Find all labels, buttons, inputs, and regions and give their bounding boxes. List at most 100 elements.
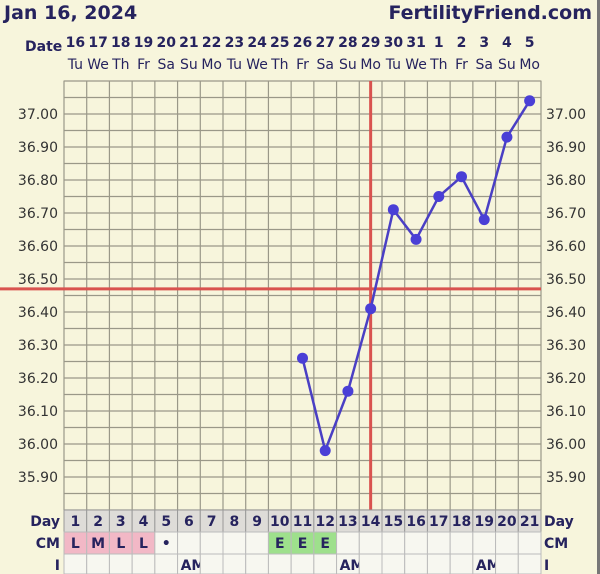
y-tick-left: 36.60 (18, 239, 58, 255)
date-tick: 22 (202, 35, 221, 51)
cm-value: E (320, 536, 330, 552)
weekday-tick: Tu (67, 57, 83, 73)
y-tick-left: 36.90 (18, 140, 58, 156)
cm-cell (517, 531, 542, 555)
date-tick: 21 (179, 35, 198, 51)
i-cell (290, 553, 315, 574)
weekday-tick: Su (498, 57, 516, 73)
i-cell (404, 553, 428, 574)
day-number: 20 (497, 514, 517, 530)
day-number: 18 (452, 514, 471, 530)
weekday-tick: Th (429, 57, 447, 73)
day-number: 5 (161, 514, 171, 530)
y-tick-right: 37.00 (546, 107, 586, 123)
cm-cell (404, 531, 428, 555)
day-number: 21 (520, 514, 539, 530)
cm-cell (449, 531, 474, 555)
i-cell (426, 553, 451, 574)
day-number: 6 (184, 514, 194, 530)
date-tick: 23 (225, 35, 244, 51)
cm-cell (495, 531, 519, 555)
y-tick-right: 35.90 (546, 470, 586, 486)
cm-value: L (139, 536, 148, 552)
date-tick: 26 (293, 35, 312, 51)
temperature-point (319, 445, 331, 457)
y-tick-right: 36.70 (546, 206, 586, 222)
y-tick-right: 36.90 (546, 140, 586, 156)
cm-cell (472, 531, 497, 555)
day-number: 17 (429, 514, 448, 530)
i-cell (131, 553, 156, 574)
i-value: AM (340, 558, 365, 574)
weekday-tick: Fr (296, 57, 309, 73)
day-number: 14 (361, 514, 381, 530)
cm-cell (245, 531, 269, 555)
i-cell (449, 553, 474, 574)
date-tick: 17 (88, 35, 107, 51)
weekday-tick: Fr (137, 57, 150, 73)
i-cell (495, 553, 519, 574)
day-number: 1 (70, 514, 80, 530)
date-tick: 29 (361, 35, 380, 51)
day-number: 10 (270, 514, 290, 530)
date-tick: 24 (247, 35, 267, 51)
day-number: 9 (252, 514, 262, 530)
cm-value: M (91, 536, 105, 552)
scrollbar[interactable] (597, 0, 600, 574)
i-cell (517, 553, 542, 574)
i-row-label: I (55, 558, 60, 574)
i-cell (222, 553, 247, 574)
weekday-tick: Tu (226, 57, 242, 73)
temperature-point (342, 385, 354, 397)
date-tick: 4 (502, 35, 512, 51)
y-tick-right: 36.00 (546, 437, 586, 453)
temperature-point (456, 171, 467, 183)
y-tick-right: 36.40 (546, 305, 586, 321)
temperature-point (297, 352, 308, 364)
i-cell (86, 553, 110, 574)
y-tick-left: 36.00 (18, 437, 58, 453)
brand-logo[interactable]: FertilityFriend.com (388, 2, 592, 24)
day-number: 7 (207, 514, 217, 530)
date-tick: 16 (66, 35, 85, 51)
day-number: 8 (229, 514, 239, 530)
temperature-point (524, 95, 536, 107)
date-tick: 18 (111, 35, 130, 51)
i-row-label-right: I (544, 558, 549, 574)
day-number: 16 (406, 514, 425, 530)
y-tick-right: 36.80 (546, 173, 586, 189)
i-cell (245, 553, 269, 574)
temperature-point (478, 214, 490, 226)
weekday-tick: We (87, 57, 109, 73)
i-cell (63, 553, 88, 574)
day-row-label-right: Day (544, 514, 574, 530)
y-tick-left: 36.50 (18, 272, 58, 288)
chart-date: Jan 16, 2024 (4, 2, 138, 24)
temperature-point (387, 204, 399, 216)
i-cell (267, 553, 292, 574)
y-tick-left: 36.30 (18, 338, 58, 354)
y-tick-left: 36.20 (18, 371, 58, 387)
cm-row-label: CM (36, 536, 60, 552)
cm-cell (199, 531, 224, 555)
i-value: AM (476, 558, 501, 574)
y-tick-left: 36.40 (18, 305, 58, 321)
cm-cell (358, 531, 383, 555)
date-label: Date (25, 39, 62, 55)
date-tick: 30 (384, 35, 404, 51)
i-cell (154, 553, 179, 574)
cm-value: E (298, 536, 308, 552)
y-tick-right: 36.30 (546, 338, 586, 354)
y-tick-right: 36.50 (546, 272, 586, 288)
cm-value: L (116, 536, 125, 552)
i-cell (199, 553, 224, 574)
weekday-tick: Th (270, 57, 288, 73)
day-number: 4 (139, 514, 149, 530)
weekday-tick: Mo (360, 57, 381, 73)
cm-value: • (162, 536, 171, 552)
temperature-point (433, 191, 445, 202)
y-tick-right: 36.10 (546, 404, 586, 420)
weekday-tick: Mo (519, 57, 540, 73)
date-tick: 28 (338, 35, 357, 51)
